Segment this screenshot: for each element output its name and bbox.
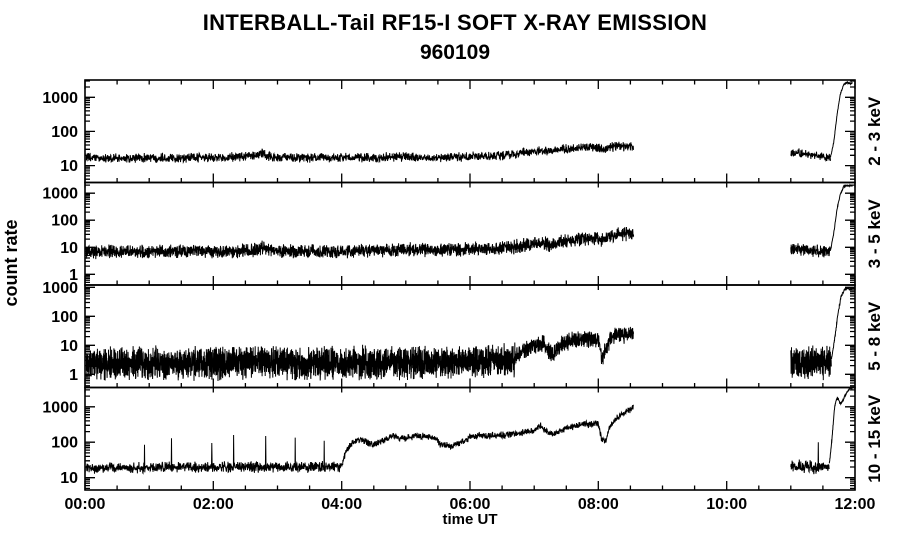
- y-tick-label: 100: [51, 435, 78, 452]
- y-tick-label: 10: [60, 158, 78, 175]
- panel-energy-label: 10 - 15 keV: [865, 394, 884, 483]
- x-tick-label: 04:00: [321, 496, 362, 513]
- y-tick-label: 1: [69, 267, 78, 284]
- data-trace: [85, 342, 516, 382]
- data-trace: [830, 80, 853, 158]
- y-tick-label: 1000: [42, 90, 78, 107]
- panel-frame: [84, 284, 856, 389]
- y-tick-label: 100: [51, 309, 78, 326]
- panel-frame: [84, 79, 856, 184]
- data-trace: [830, 183, 853, 250]
- x-axis-label: time UT: [442, 511, 498, 528]
- axis-ticks: [84, 182, 856, 286]
- data-trace: [790, 148, 832, 162]
- x-tick-label: 12:00: [835, 496, 876, 513]
- x-tick-label: 02:00: [193, 496, 234, 513]
- data-trace: [790, 345, 832, 381]
- data-trace: [790, 243, 831, 258]
- data-trace: [828, 388, 853, 464]
- data-trace: [85, 434, 343, 475]
- x-tick-label: 06:00: [450, 496, 491, 513]
- chart-title: INTERBALL-Tail RF15-I SOFT X-RAY EMISSIO…: [202, 10, 708, 35]
- chart-subtitle: 960109: [419, 41, 491, 64]
- axis-ticks: [84, 80, 856, 183]
- data-trace: [341, 404, 634, 467]
- y-tick-label: 10: [60, 470, 78, 487]
- y-tick-label: 100: [51, 213, 78, 230]
- x-tick-label: 00:00: [65, 496, 106, 513]
- panel-energy-label: 3 - 5 keV: [865, 199, 884, 269]
- x-tick-label: 10:00: [706, 496, 747, 513]
- y-tick-label: 10: [60, 338, 78, 355]
- data-trace: [85, 141, 634, 165]
- panel-energy-label: 2 - 3 keV: [865, 96, 884, 166]
- panel-3-5keV: 1 10 100 1000 3 - 5 keV: [42, 181, 884, 286]
- y-tick-label: 1: [69, 367, 78, 384]
- data-trace: [830, 286, 853, 360]
- data-trace: [85, 226, 635, 260]
- panel-10-15keV: 10 100 1000 10 - 15 keV: [42, 386, 884, 491]
- data-trace: [790, 442, 830, 475]
- y-tick-label: 10: [60, 240, 78, 257]
- axis-ticks: [84, 285, 856, 388]
- y-tick-label: 1000: [42, 399, 78, 416]
- x-tick-label: 08:00: [578, 496, 619, 513]
- panel-frame: [84, 181, 856, 286]
- panel-frame: [84, 386, 856, 491]
- panel-2-3keV: 10 100 1000 2 - 3 keV: [42, 79, 884, 184]
- y-tick-label: 1000: [42, 186, 78, 203]
- y-tick-label: 100: [51, 124, 78, 141]
- panel-energy-label: 5 - 8 keV: [865, 301, 884, 371]
- y-tick-label: 1000: [42, 280, 78, 297]
- panel-5-8keV: 1 10 100 1000 5 - 8 keV: [42, 280, 884, 389]
- axis-ticks: [84, 387, 856, 490]
- data-trace: [514, 326, 634, 365]
